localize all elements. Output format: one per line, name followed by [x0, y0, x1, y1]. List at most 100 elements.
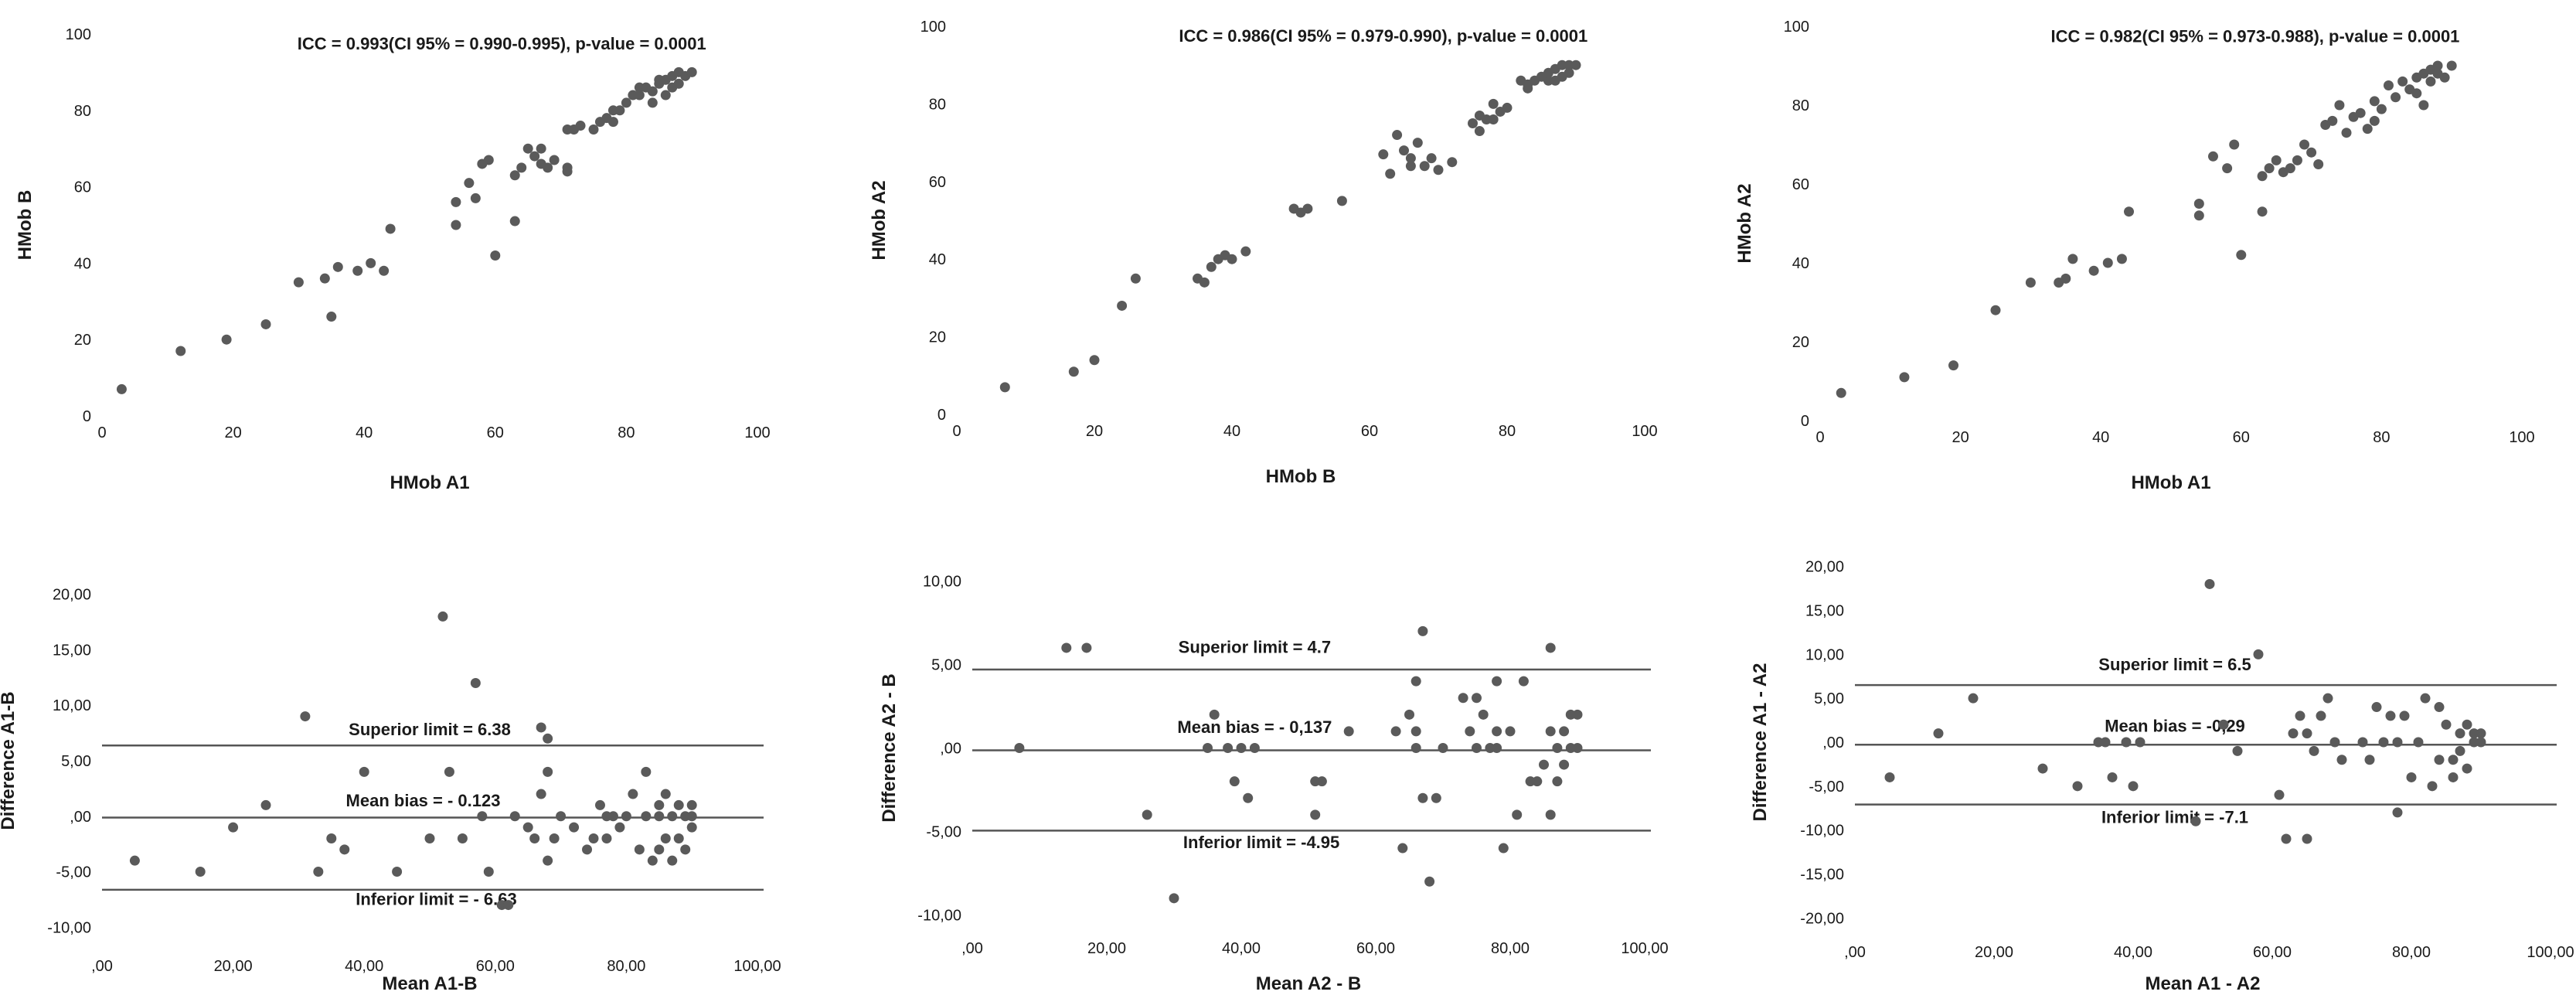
- data-point: [2116, 254, 2127, 264]
- data-point: [2462, 763, 2472, 774]
- data-point: [2455, 728, 2465, 739]
- data-point: [1227, 254, 1237, 264]
- data-point: [641, 766, 652, 777]
- data-point: [490, 250, 501, 261]
- y-tick-label: 20: [74, 332, 91, 349]
- data-point: [569, 822, 580, 833]
- data-point: [1249, 743, 1260, 753]
- data-point: [1899, 372, 1910, 383]
- data-point: [2383, 80, 2394, 90]
- data-point: [1081, 642, 1092, 653]
- data-point: [2274, 789, 2285, 800]
- data-point: [509, 170, 520, 181]
- data-point: [2329, 737, 2340, 748]
- data-point: [457, 833, 468, 843]
- x-tick-label: 60: [2233, 429, 2250, 446]
- data-point: [2334, 100, 2345, 111]
- annotation-label: Inferior limit = -7.1: [2101, 808, 2248, 827]
- data-point: [1142, 809, 1152, 820]
- data-point: [2469, 737, 2479, 748]
- y-tick-label: -10,00: [47, 919, 91, 936]
- y-tick-label: 100: [920, 19, 946, 36]
- y-tick-label: 40: [1792, 255, 1809, 272]
- data-point: [1465, 726, 1475, 737]
- data-point: [1492, 676, 1502, 687]
- data-point: [1948, 360, 1959, 371]
- data-point: [1419, 161, 1430, 172]
- data-point: [1378, 149, 1389, 160]
- data-point: [2121, 737, 2132, 748]
- data-point: [1385, 169, 1396, 179]
- data-point: [470, 193, 481, 203]
- data-point: [2309, 745, 2319, 756]
- data-point: [2362, 124, 2373, 135]
- data-point: [673, 78, 684, 89]
- data-point: [1545, 726, 1556, 737]
- x-tick-label: 60,00: [1356, 940, 1395, 957]
- data-point: [1199, 277, 1210, 288]
- data-point: [2218, 719, 2229, 730]
- data-point: [2302, 728, 2312, 739]
- data-point: [1564, 67, 1574, 78]
- data-point: [1411, 676, 1421, 687]
- x-tick-label: 100: [1632, 423, 1657, 440]
- data-point: [2406, 772, 2417, 782]
- data-point: [2060, 273, 2071, 284]
- x-tick-label: 40,00: [345, 958, 383, 975]
- data-point: [621, 97, 631, 108]
- data-point: [575, 121, 586, 131]
- data-point: [1240, 246, 1251, 257]
- data-point: [2253, 649, 2264, 659]
- data-point: [464, 178, 475, 189]
- data-point: [359, 766, 369, 777]
- data-point: [451, 196, 461, 207]
- data-point: [1492, 743, 1502, 753]
- data-point: [2193, 199, 2204, 209]
- data-point: [2341, 128, 2352, 138]
- chart-4: ,00 20,00 40,00 60,00 80,00 100,00 -10,00 -5,00…: [0, 587, 781, 994]
- x-tick-label: 60,00: [476, 958, 515, 975]
- data-point: [594, 799, 605, 810]
- annotation-label: ICC = 0.993(CI 95% = 0.990-0.995), p-val…: [298, 34, 706, 53]
- y-tick-label: 20: [929, 329, 946, 346]
- data-point: [2427, 781, 2438, 792]
- data-point: [2316, 710, 2326, 721]
- x-tick-label: 60: [487, 424, 504, 441]
- y-tick-label: 0: [83, 408, 91, 425]
- data-point: [2322, 693, 2333, 704]
- data-point: [2397, 76, 2408, 87]
- y-tick-label: 5,00: [61, 753, 91, 770]
- x-axis-label: Mean A1 - A2: [2146, 973, 2261, 994]
- data-point: [634, 844, 645, 855]
- y-tick-label: 100: [66, 26, 91, 43]
- chart-6: ,00 20,00 40,00 60,00 80,00 100,00 -20,00 -15,0…: [1750, 559, 2574, 994]
- data-point: [522, 822, 533, 833]
- y-tick-label: 20: [1792, 334, 1809, 351]
- x-tick-label: 60,00: [2253, 944, 2292, 961]
- x-tick-label: 40: [2092, 429, 2109, 446]
- data-point: [1117, 300, 1128, 311]
- data-point: [2385, 710, 2396, 721]
- data-point: [2455, 745, 2465, 756]
- data-point: [1532, 776, 1543, 787]
- data-point: [1417, 792, 1428, 803]
- data-point: [2271, 155, 2282, 165]
- data-point: [2327, 115, 2338, 126]
- x-tick-label: 100: [744, 424, 770, 441]
- data-point: [1236, 743, 1247, 753]
- data-point: [1492, 726, 1502, 737]
- data-point: [1472, 693, 1482, 704]
- y-tick-label: -5,00: [1809, 779, 1844, 796]
- y-axis-label: Difference A1-B: [0, 691, 19, 830]
- data-point: [1417, 625, 1428, 636]
- data-point: [379, 265, 390, 276]
- data-point: [2469, 728, 2479, 739]
- data-point: [647, 97, 658, 108]
- data-point: [1433, 165, 1444, 175]
- data-point: [2229, 139, 2240, 150]
- data-point: [1458, 693, 1468, 704]
- data-point: [1545, 642, 1556, 653]
- data-point: [509, 216, 520, 227]
- data-point: [2257, 171, 2268, 182]
